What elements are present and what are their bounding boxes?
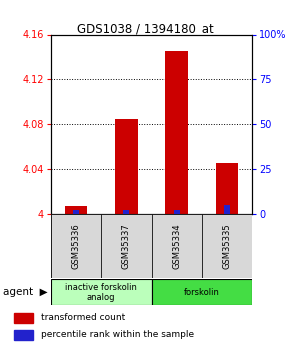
Bar	[73, 210, 79, 214]
Text: inactive forskolin
analog: inactive forskolin analog	[65, 283, 137, 302]
Bar	[14, 313, 33, 323]
Text: agent  ▶: agent ▶	[3, 287, 48, 297]
Bar	[123, 210, 129, 214]
Bar	[202, 214, 252, 278]
Text: forskolin: forskolin	[184, 288, 220, 297]
Bar	[165, 51, 188, 214]
Bar	[51, 279, 151, 305]
Text: GSM35337: GSM35337	[122, 223, 131, 269]
Bar	[51, 214, 101, 278]
Text: percentile rank within the sample: percentile rank within the sample	[41, 330, 195, 339]
Bar	[174, 210, 180, 214]
Bar	[151, 214, 202, 278]
Bar	[14, 330, 33, 340]
Bar	[65, 206, 87, 214]
Text: GSM35335: GSM35335	[223, 223, 232, 269]
Text: GSM35336: GSM35336	[71, 223, 80, 269]
Bar	[115, 119, 138, 214]
Bar	[216, 164, 238, 214]
Text: GSM35334: GSM35334	[172, 223, 181, 269]
Bar	[224, 205, 230, 214]
Text: transformed count: transformed count	[41, 313, 126, 322]
Text: GDS1038 / 1394180_at: GDS1038 / 1394180_at	[77, 22, 213, 36]
Bar	[151, 279, 252, 305]
Bar	[101, 214, 151, 278]
